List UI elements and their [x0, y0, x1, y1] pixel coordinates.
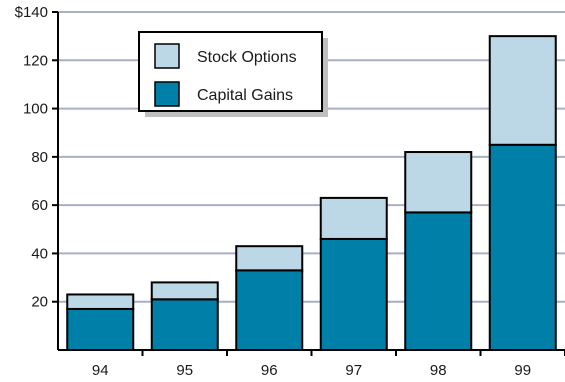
y-tick-label: 40 [31, 245, 48, 262]
x-tick-label: 96 [261, 362, 278, 379]
bar-stock-options [235, 245, 304, 272]
bars [66, 35, 557, 352]
bar-stock-options [150, 281, 219, 301]
y-tick-label: 60 [31, 197, 48, 214]
legend-label-stock-options: Stock Options [197, 49, 297, 66]
legend-label-capital-gains: Capital Gains [197, 87, 293, 104]
bar-capital-gains [488, 143, 557, 351]
legend-swatch-capital-gains [154, 81, 180, 107]
bar-stock-options [66, 293, 135, 310]
y-tick-label: 20 [31, 294, 48, 311]
bar-capital-gains [319, 237, 388, 351]
bar-capital-gains [404, 211, 473, 351]
bar-stock-options [319, 196, 388, 240]
bar-capital-gains [150, 298, 219, 351]
legend-swatch-stock-options [154, 43, 180, 69]
y-tick-label: 80 [31, 149, 48, 166]
y-tick-label: 120 [23, 52, 48, 69]
y-tick-label: $140 [15, 4, 48, 21]
bar-stock-options [488, 35, 557, 146]
y-axis-ticks: 20 40 60 80 100 120 $140 [15, 4, 58, 311]
bar-capital-gains [235, 269, 304, 352]
x-tick-label: 97 [345, 362, 362, 379]
bar-stock-options [404, 151, 473, 214]
x-axis-ticks: 94 95 96 97 98 99 [92, 350, 565, 379]
y-tick-label: 100 [23, 101, 48, 118]
legend: Stock Options Capital Gains [138, 31, 328, 117]
x-tick-label: 95 [176, 362, 193, 379]
x-tick-label: 99 [514, 362, 531, 379]
bar-capital-gains [66, 307, 135, 352]
x-tick-label: 94 [92, 362, 109, 379]
x-tick-label: 98 [430, 362, 447, 379]
